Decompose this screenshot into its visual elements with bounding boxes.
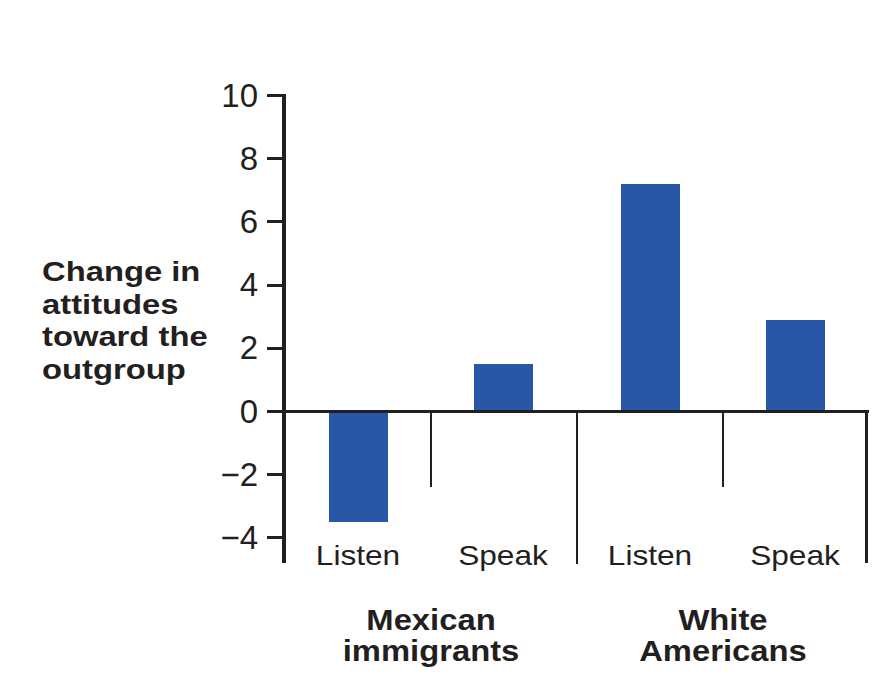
x-axis-line	[282, 410, 869, 414]
y-tick-label: −4	[178, 519, 258, 557]
bar-chart: Change in attitudes toward the outgroup …	[0, 0, 892, 688]
y-tick	[267, 220, 282, 223]
y-tick	[267, 410, 282, 413]
category-label: Listen	[608, 540, 692, 572]
y-tick	[267, 284, 282, 287]
group-label: Mexican immigrants	[342, 605, 519, 667]
y-tick	[267, 536, 282, 539]
y-tick-label: 4	[178, 266, 258, 304]
category-label: Speak	[458, 540, 548, 572]
group-separator	[576, 412, 579, 565]
group-separator	[430, 412, 432, 488]
y-tick-label: −2	[178, 456, 258, 494]
bar-speak-0	[474, 364, 533, 411]
y-tick-label: 0	[178, 393, 258, 431]
y-tick-label: 10	[178, 77, 258, 115]
category-label: Listen	[316, 540, 400, 572]
y-tick	[267, 473, 282, 476]
group-separator	[865, 412, 869, 564]
bar-listen-1	[621, 184, 680, 412]
y-tick	[267, 347, 282, 350]
y-tick	[267, 94, 282, 97]
bar-speak-1	[766, 320, 825, 412]
y-tick	[267, 157, 282, 160]
group-separator	[722, 412, 724, 488]
group-label: White Americans	[639, 605, 807, 667]
y-tick-label: 6	[178, 203, 258, 241]
y-axis-line	[282, 94, 286, 563]
bar-listen-0	[329, 412, 388, 523]
y-tick-label: 2	[178, 329, 258, 367]
y-tick-label: 8	[178, 140, 258, 178]
category-label: Speak	[750, 540, 840, 572]
